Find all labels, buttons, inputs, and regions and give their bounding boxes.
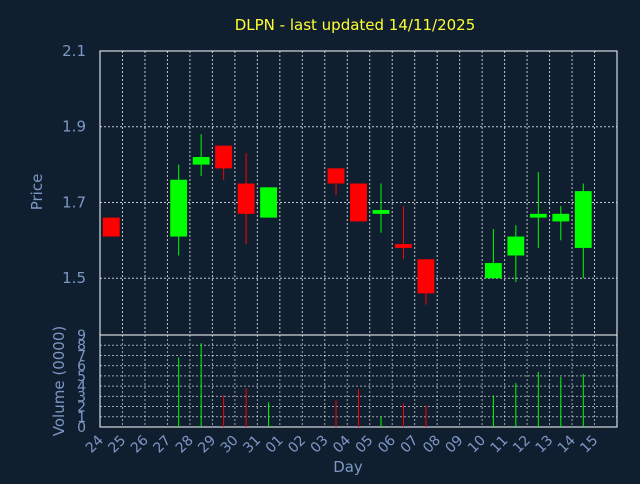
candlestick-series: [102, 134, 592, 305]
volume-tick-label: 5: [77, 369, 86, 385]
price-grid: [100, 50, 617, 335]
candle-body: [237, 183, 255, 214]
volume-tick-label: 0: [77, 420, 86, 436]
volume-tick-label: 7: [77, 348, 86, 364]
volume-tick-label: 8: [77, 338, 86, 354]
price-axis-label: Price: [28, 174, 46, 211]
candle-body: [102, 217, 120, 237]
volume-tick-label: 6: [77, 359, 86, 375]
day-axis-ticks: 2425262728293031010203040506070809101112…: [83, 432, 601, 456]
price-tick-label: 1.5: [62, 269, 86, 287]
candle-body: [552, 213, 570, 222]
price-tick-label: 1.7: [62, 193, 86, 211]
volume-tick-label: 1: [77, 410, 86, 426]
candle-body: [417, 259, 435, 294]
candle-body: [395, 244, 412, 248]
day-axis-label: Day: [333, 458, 363, 476]
volume-series: [178, 343, 584, 427]
price-axis-ticks: 1.5 1.7 1.9 2.1: [62, 42, 86, 287]
price-tick-label: 1.9: [62, 118, 86, 136]
candle-body: [529, 213, 547, 218]
volume-axis-label: Volume (0000): [50, 326, 68, 436]
candle-body: [372, 210, 390, 214]
candle-body: [350, 183, 367, 222]
volume-tick-label: 9: [77, 328, 86, 344]
candle-body: [192, 157, 210, 165]
candle-body: [215, 145, 233, 169]
chart-title: DLPN - last updated 14/11/2025: [235, 16, 476, 34]
price-tick-label: 2.1: [62, 42, 86, 60]
volume-tick-label: 2: [77, 400, 86, 416]
candle-body: [170, 179, 188, 237]
candle-body: [574, 191, 592, 248]
volume-tick-label: 3: [77, 389, 86, 405]
volume-grid: [100, 334, 617, 428]
candle-body: [260, 187, 278, 218]
candle-body: [484, 263, 502, 279]
volume-tick-label: 4: [77, 379, 86, 395]
candle-body: [507, 236, 525, 256]
candle-body: [327, 168, 345, 184]
